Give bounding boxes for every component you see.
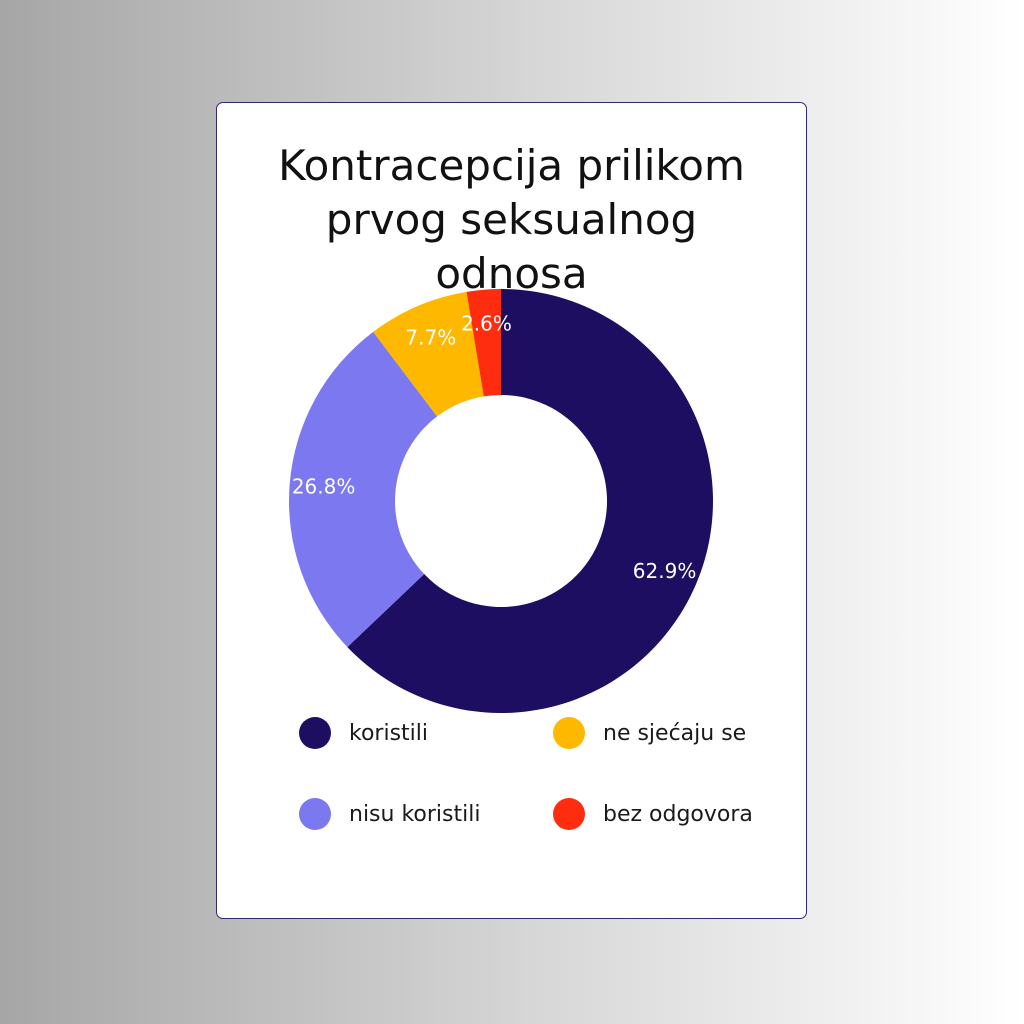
legend-label-ne-sjecaju-se: ne sjećaju se bbox=[603, 720, 747, 746]
legend-swatch-nisu-koristili bbox=[299, 798, 331, 830]
legend-label-koristili: koristili bbox=[349, 720, 428, 746]
data-label-ne-sjecaju-se: 7.7% bbox=[405, 325, 456, 349]
legend-label-nisu-koristili: nisu koristili bbox=[349, 801, 481, 827]
data-label-koristili: 62.9% bbox=[633, 559, 697, 583]
legend-item-ne-sjecaju-se: ne sjećaju se bbox=[553, 716, 746, 750]
legend-item-nisu-koristili: nisu koristili bbox=[299, 797, 480, 831]
data-label-bez-odgovora: 2.6% bbox=[461, 312, 512, 336]
data-label-nisu-koristili: 26.8% bbox=[292, 474, 356, 498]
slice-ne-sjecaju-se bbox=[373, 291, 484, 417]
slice-bez-odgovora bbox=[466, 289, 501, 397]
chart-title: Kontracepcija prilikom prvog seksualnog … bbox=[278, 141, 745, 298]
legend-item-koristili: koristili bbox=[299, 716, 428, 750]
legend-swatch-bez-odgovora bbox=[553, 798, 585, 830]
legend-item-bez-odgovora: bez odgovora bbox=[553, 797, 753, 831]
chart-card: Kontracepcija prilikom prvog seksualnog … bbox=[216, 102, 807, 919]
slice-nisu-koristili bbox=[289, 331, 438, 648]
donut-chart: 62.9% 26.8% 7.7%2.6% bbox=[289, 289, 713, 713]
legend-swatch-ne-sjecaju-se bbox=[553, 717, 585, 749]
legend-label-bez-odgovora: bez odgovora bbox=[603, 801, 753, 827]
slice-koristili bbox=[347, 289, 713, 713]
legend-swatch-koristili bbox=[299, 717, 331, 749]
